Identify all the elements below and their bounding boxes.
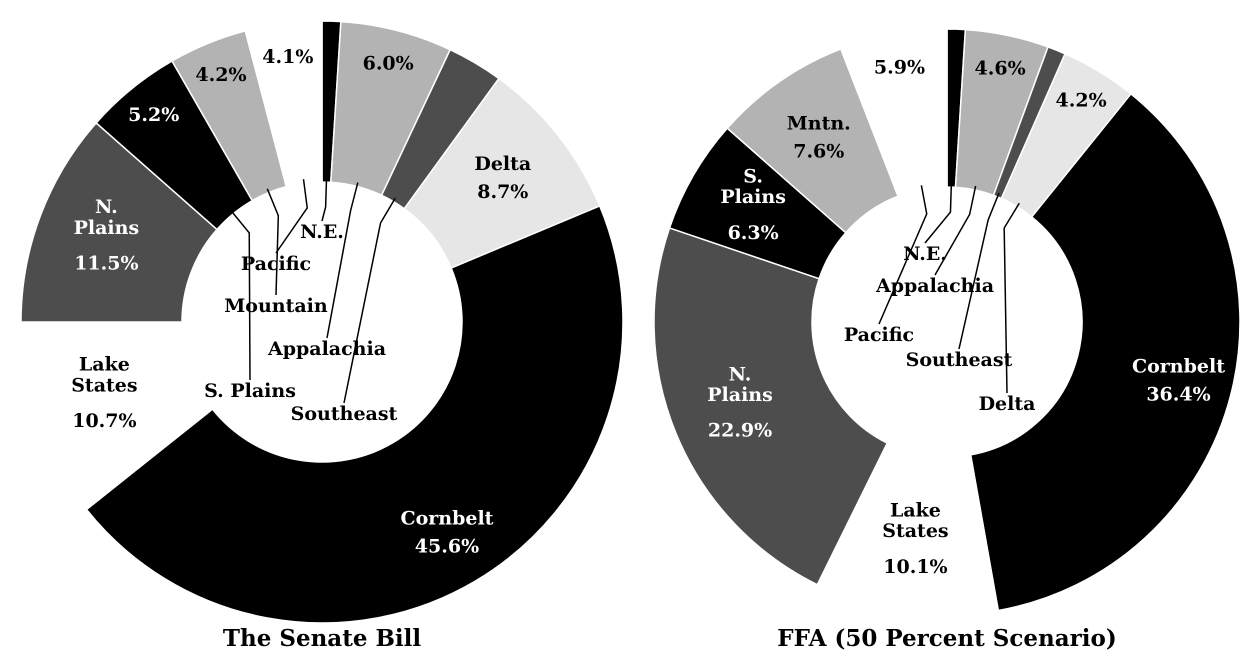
category-label: S. Plains <box>720 165 786 208</box>
leader-line <box>321 178 328 222</box>
category-label: Appalachia <box>267 338 386 360</box>
chart-title: The Senate Bill <box>223 625 422 652</box>
category-label: N.E. <box>903 243 947 265</box>
value-label: 5.9% <box>874 56 925 78</box>
category-label: Lake States <box>71 354 137 397</box>
leader-line <box>230 209 251 381</box>
leader-line <box>1003 202 1020 394</box>
value-label: 45.6% <box>415 535 479 557</box>
leader-line <box>275 179 309 254</box>
category-label: Appalachia <box>875 275 994 297</box>
category-label: Delta <box>979 393 1036 415</box>
category-label: Cornbelt <box>400 507 493 529</box>
category-label: Mountain <box>224 295 328 317</box>
leader-line <box>934 185 977 276</box>
category-label: Delta <box>474 153 531 175</box>
value-label: 6.0% <box>363 52 414 74</box>
chart-title: FFA (50 Percent Scenario) <box>777 625 1116 652</box>
pie-slice <box>85 204 624 624</box>
value-label: 6.3% <box>728 222 779 244</box>
category-label: Cornbelt <box>1132 355 1225 377</box>
leader-line <box>343 197 396 404</box>
value-label: 5.2% <box>128 104 179 126</box>
category-label: Southeast <box>291 403 398 425</box>
leader-line <box>266 188 280 296</box>
leader-line <box>924 183 953 244</box>
value-label: 7.6% <box>793 140 844 162</box>
category-label: Southeast <box>906 349 1013 371</box>
leader-line <box>958 192 1000 350</box>
category-label: Lake States <box>882 499 948 542</box>
category-label: N. Plains <box>707 363 773 406</box>
pie-slice <box>653 227 889 586</box>
value-label: 10.7% <box>72 410 136 432</box>
category-label: N.E. <box>300 221 344 243</box>
leader-line <box>326 182 359 339</box>
category-label: S. Plains <box>204 380 296 402</box>
value-label: 4.1% <box>262 46 313 68</box>
pie-slice <box>839 28 948 198</box>
value-label: 22.9% <box>708 420 772 442</box>
value-label: 8.7% <box>477 181 528 203</box>
category-label: N. Plains <box>74 196 140 239</box>
value-label: 4.6% <box>975 58 1026 80</box>
value-label: 11.5% <box>74 253 138 275</box>
pie-slice <box>969 92 1241 612</box>
leader-line <box>878 185 928 325</box>
value-label: 4.2% <box>1056 90 1107 112</box>
pie-slice <box>20 121 219 323</box>
category-label: Mntn. <box>787 112 851 134</box>
pie-slice <box>816 442 1000 616</box>
category-label: Pacific <box>844 324 914 346</box>
value-label: 4.2% <box>195 64 246 86</box>
category-label: Pacific <box>241 253 311 275</box>
pie-slice <box>244 20 323 188</box>
value-label: 36.4% <box>1146 383 1210 405</box>
value-label: 10.1% <box>883 556 947 578</box>
